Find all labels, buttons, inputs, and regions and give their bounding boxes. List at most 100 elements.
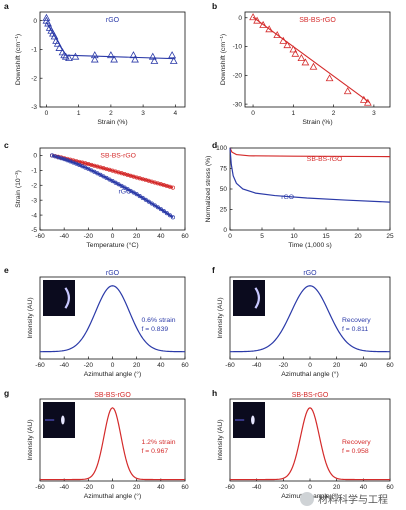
x-tick-label: 1 xyxy=(292,110,296,117)
panel-title: rGO xyxy=(303,270,317,277)
x-tick-label: 40 xyxy=(157,362,165,369)
x-tick-label: 5 xyxy=(260,233,264,240)
data-point-33 xyxy=(149,201,154,206)
x-tick-label: 20 xyxy=(133,484,141,491)
y-tick-label: -4 xyxy=(31,212,37,219)
data-point-1 xyxy=(253,16,261,24)
x-axis-label: Time (1,000 s) xyxy=(288,242,332,249)
data-point-9 xyxy=(55,43,64,51)
y-tick-label: -3 xyxy=(31,104,37,111)
data-point-24 xyxy=(169,56,178,64)
x-tick-label: 10 xyxy=(290,233,298,240)
y-axis-label: Downshift (cm⁻¹) xyxy=(220,34,227,85)
x-tick-label: -20 xyxy=(84,484,94,491)
y-axis-label: Strain (10⁻³) xyxy=(15,170,22,208)
y-tick-label: -1 xyxy=(31,47,37,54)
x-tick-label: 15 xyxy=(322,233,330,240)
data-point-40 xyxy=(170,215,175,220)
panel-c: -60 -40 -20 0 20 40 60 0 -1 -2 -3 -4 -5 Temperature (… xyxy=(15,147,189,249)
data-point-24 xyxy=(122,185,127,190)
y-tick-label: -20 xyxy=(233,73,243,80)
data-point-40 xyxy=(170,185,175,190)
x-tick-label: 4 xyxy=(174,110,178,117)
x-tick-label: 20 xyxy=(333,362,341,369)
x-tick-label: 25 xyxy=(386,233,394,240)
data-point-14 xyxy=(71,52,80,60)
inset-spot xyxy=(251,415,255,425)
y-axis-label: Intensity (AU) xyxy=(217,297,224,338)
x-tick-label: 0 xyxy=(251,110,255,117)
data-point-5 xyxy=(279,36,288,44)
x-tick-label: 3 xyxy=(372,110,376,117)
y-tick-label: -3 xyxy=(31,197,37,204)
inset-arc xyxy=(254,287,261,309)
data-point-23 xyxy=(119,183,124,188)
data-point-17 xyxy=(107,51,115,59)
intensity-curve xyxy=(40,407,185,481)
y-tick-label: 25 xyxy=(220,207,228,214)
series-line xyxy=(229,147,391,158)
inset-diffraction-image xyxy=(43,402,75,438)
y-tick-label: -5 xyxy=(31,227,37,234)
data-point-13 xyxy=(65,54,73,62)
x-tick-label: -60 xyxy=(35,484,45,491)
data-point-12 xyxy=(61,52,70,60)
y-axis-label: Normalized stress (%) xyxy=(205,156,212,223)
x-tick-label: 40 xyxy=(157,233,165,240)
panel-letter-a: a xyxy=(4,1,9,11)
x-tick-label: -40 xyxy=(59,484,69,491)
x-tick-label: 60 xyxy=(386,362,394,369)
data-point-11 xyxy=(309,62,318,70)
data-point-9 xyxy=(297,54,306,62)
y-tick-label: 75 xyxy=(220,166,228,173)
inset-diffraction-image xyxy=(233,280,265,316)
series-1 xyxy=(229,147,391,203)
y-tick-label: -2 xyxy=(31,182,37,189)
annotation-orientation: f = 0.967 xyxy=(142,448,169,455)
data-point-21 xyxy=(113,180,118,185)
x-tick-label: 60 xyxy=(181,362,189,369)
panel-letter-c: c xyxy=(4,140,9,150)
data-point-6 xyxy=(50,32,59,40)
data-point-20 xyxy=(110,179,115,184)
data-point-10 xyxy=(301,58,310,66)
watermark-text: 材料科学与工程 xyxy=(318,495,388,506)
inset-diffraction-image xyxy=(233,402,265,438)
data-point-7 xyxy=(289,45,298,53)
series-label-0: SB-BS-rGO xyxy=(307,156,343,163)
data-point-0 xyxy=(249,13,257,21)
x-tick-label: -60 xyxy=(35,362,45,369)
data-point-35 xyxy=(155,205,160,210)
y-axis-label: Intensity (AU) xyxy=(27,419,34,460)
panel-e: -60 -40 -20 0 20 40 60 Azimuthal angle (°) Inten… xyxy=(27,270,189,378)
intensity-curve xyxy=(230,285,390,353)
data-point-31 xyxy=(143,197,148,202)
x-axis-label: Strain (%) xyxy=(97,119,127,126)
data-point-19 xyxy=(129,51,138,59)
annotation-condition: 1.2% strain xyxy=(142,439,176,446)
panel-title: SB-BS-rGO xyxy=(94,392,131,399)
data-point-39 xyxy=(167,213,172,218)
x-tick-label: 0 xyxy=(45,110,49,117)
annotation-orientation: f = 0.811 xyxy=(342,326,368,333)
data-point-4 xyxy=(273,31,282,38)
data-point-25 xyxy=(125,187,130,192)
x-tick-label: 0 xyxy=(228,233,232,240)
panel-f: -60 -40 -20 0 20 40 60 Azimuthal angle (°) Inten… xyxy=(217,270,394,378)
inset-arc xyxy=(64,287,71,309)
data-point-16 xyxy=(90,55,99,63)
x-tick-label: 60 xyxy=(181,484,189,491)
y-tick-label: -2 xyxy=(31,75,37,82)
data-point-38 xyxy=(164,211,169,216)
y-axis-label: Intensity (AU) xyxy=(217,419,224,460)
panel-letter-e: e xyxy=(4,265,9,275)
wechat-icon xyxy=(300,491,314,506)
inset-background xyxy=(233,280,265,316)
x-tick-label: -40 xyxy=(59,362,69,369)
series-1 xyxy=(50,153,175,220)
data-point-20 xyxy=(131,55,139,63)
panel-letter-h: h xyxy=(212,388,217,398)
x-tick-label: 0 xyxy=(308,484,312,491)
plot-frame xyxy=(39,11,186,108)
